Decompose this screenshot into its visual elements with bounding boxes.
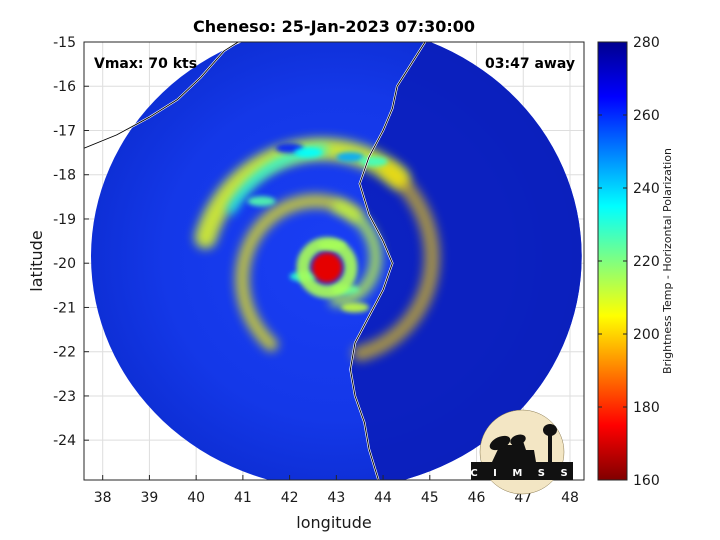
x-tick-label: 48 [561,490,579,506]
colorbar-tick-label: 180 [633,400,660,416]
y-tick-label: -22 [53,345,76,361]
y-tick-label: -15 [53,35,76,51]
vmax-annotation: Vmax: 70 kts [94,56,197,72]
inner-rain-band [329,200,382,307]
plot-frame [83,41,585,481]
rain-band-point [359,156,388,167]
colorbar-tick-label: 280 [633,35,660,51]
madagascar-land-area [350,42,582,480]
x-tick-label: 46 [468,490,486,506]
x-tick-label: 40 [187,490,205,506]
chart-title: Cheneso: 25-Jan-2023 07:30:00 [193,17,475,36]
middle-rain-band [235,193,363,352]
storm-eye [296,237,358,299]
colorbar-tick-label: 160 [633,473,660,489]
colorbar-ticks: 160 180 200 220 240 260 280 [598,35,660,489]
colorbar-label: Brightness Temp - Horizontal Polarizatio… [661,148,674,374]
y-tick-label: -16 [53,79,76,95]
rain-band-point [247,196,276,207]
y-tick-label: -17 [53,123,76,139]
y-tick-label: -24 [53,433,76,449]
colorbar-tick-label: 260 [633,108,660,124]
y-axis-ticks: -15 -16 -17 -18 -19 -20 -21 -22 -23 -24 [53,35,89,449]
y-tick-label: -19 [53,212,76,228]
x-tick-label: 41 [234,490,252,506]
eyewall [296,237,358,299]
y-axis-label: latitude [27,230,46,291]
x-tick-label: 38 [94,490,112,506]
y-tick-label: -23 [53,389,76,405]
y-tick-label: -20 [53,256,76,272]
y-tick-label: -21 [53,300,76,316]
x-tick-label: 42 [281,490,299,506]
water-tower-icon [548,430,552,462]
x-tick-label: 43 [327,490,345,506]
coastline-madagascar-inner [349,42,426,480]
satellite-dish-icon [489,435,511,451]
rain-band-point [336,152,365,163]
colorbar-tick-label: 200 [633,327,660,343]
x-tick-label: 44 [374,490,392,506]
rain-band-point [294,147,323,158]
eye-center [311,252,342,283]
x-tick-label: 45 [421,490,439,506]
x-axis-ticks: 38 39 40 41 42 43 44 45 46 47 48 [94,475,579,506]
x-axis-label: longitude [296,513,371,532]
colorbar [597,41,628,481]
satellite-dish-icon-2 [510,434,526,446]
colorbar-tick-label: 220 [633,254,660,270]
colorbar-tick-label: 240 [633,181,660,197]
outer-rain-band-east [352,162,440,362]
cimss-logo-text: C I M S S [470,468,573,479]
time-away-annotation: 03:47 away [485,56,575,72]
rain-band-point [341,302,370,313]
coastline-mozambique-inner [84,42,239,149]
x-tick-label: 39 [141,490,159,506]
y-tick-label: -18 [53,168,76,184]
cimss-logo: C I M S S [470,409,573,495]
